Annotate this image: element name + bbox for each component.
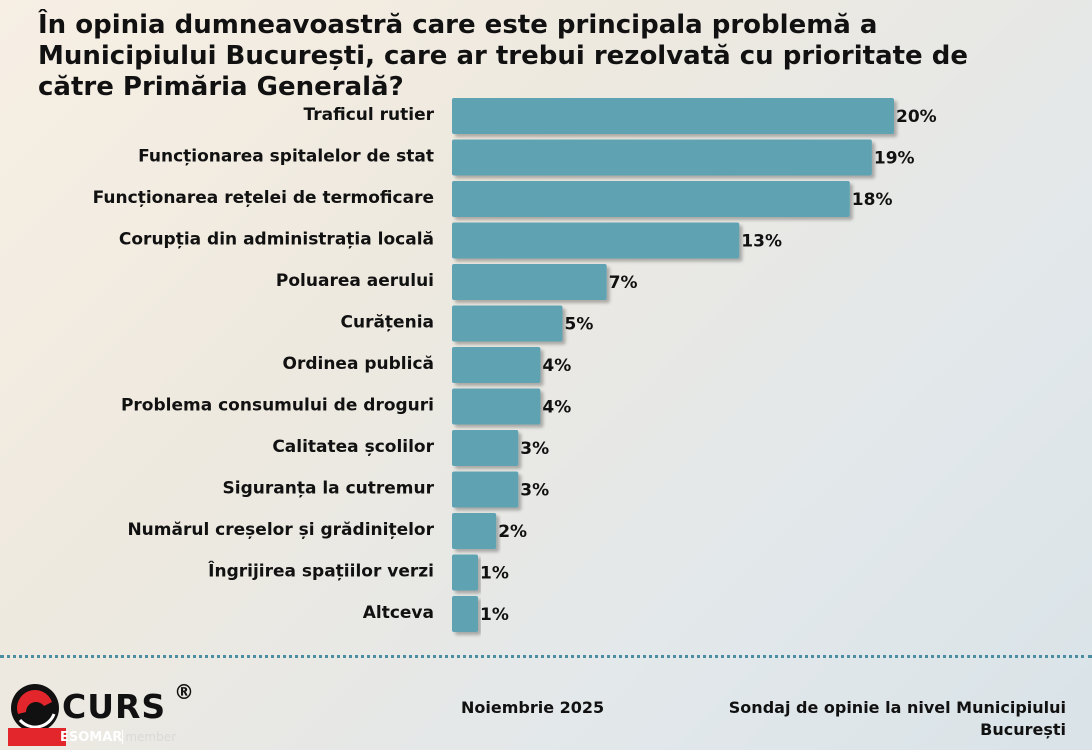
category-label: Corupția din administrația locală <box>119 230 434 250</box>
value-label: 19% <box>874 149 915 169</box>
survey-date: Noiembrie 2025 <box>461 698 605 717</box>
footer-divider <box>0 655 1092 658</box>
bar-1 <box>452 98 894 134</box>
logo-text: CURS <box>62 687 167 726</box>
value-label: 3% <box>520 439 549 459</box>
bar-7 <box>452 347 541 383</box>
category-label: Îngrijirea spațiilor verzi <box>208 560 434 582</box>
value-label: 18% <box>852 190 893 210</box>
category-label: Ordinea publică <box>283 354 435 374</box>
bar-chart: Traficul rutier 20% Funcționarea spitalelo… <box>93 98 937 632</box>
esomar-badge: ESOMAR member <box>60 730 177 745</box>
category-label: Funcționarea rețelei de termoficare <box>93 188 434 208</box>
bar-12 <box>452 554 478 591</box>
category-label: Traficul rutier <box>304 105 435 125</box>
value-label: 1% <box>480 605 509 625</box>
esomar-member-text: member <box>122 730 177 744</box>
value-label: 1% <box>480 564 509 584</box>
category-label: Calitatea școlilor <box>272 437 434 457</box>
category-label: Problema consumului de droguri <box>121 396 434 416</box>
bar-6 <box>452 305 563 342</box>
bar-13 <box>452 596 478 632</box>
survey-note: Sondaj de opinie la nivel Municipiului B… <box>728 698 1066 739</box>
chart-title: În opinia dumneavoastră care este princi… <box>38 10 968 102</box>
value-label: 3% <box>520 481 549 501</box>
category-label: Curățenia <box>341 313 435 333</box>
value-label: 4% <box>542 398 571 418</box>
bar-8 <box>452 388 541 425</box>
category-label: Numărul creșelor și grădinițelor <box>127 520 434 540</box>
value-label: 2% <box>498 522 527 542</box>
esomar-text: ESOMAR <box>60 730 123 745</box>
category-label: Poluarea aerului <box>276 271 434 291</box>
bar-5 <box>452 264 607 300</box>
value-label: 4% <box>542 356 571 376</box>
category-label: Siguranța la cutremur <box>223 479 435 499</box>
bar-11 <box>452 513 497 549</box>
value-label: 7% <box>609 273 638 293</box>
bar-2 <box>452 139 872 176</box>
bar-4 <box>452 222 740 259</box>
category-label: Funcționarea spitalelor de stat <box>138 147 434 167</box>
value-label: 13% <box>741 232 782 252</box>
bar-3 <box>452 181 850 217</box>
value-label: 5% <box>565 315 594 335</box>
value-label: 20% <box>896 107 937 127</box>
curs-logo-icon <box>8 684 66 746</box>
logo-registered-mark: ® <box>174 680 194 704</box>
category-label: Altceva <box>363 603 434 623</box>
bar-9 <box>452 430 519 466</box>
bar-10 <box>452 471 519 508</box>
